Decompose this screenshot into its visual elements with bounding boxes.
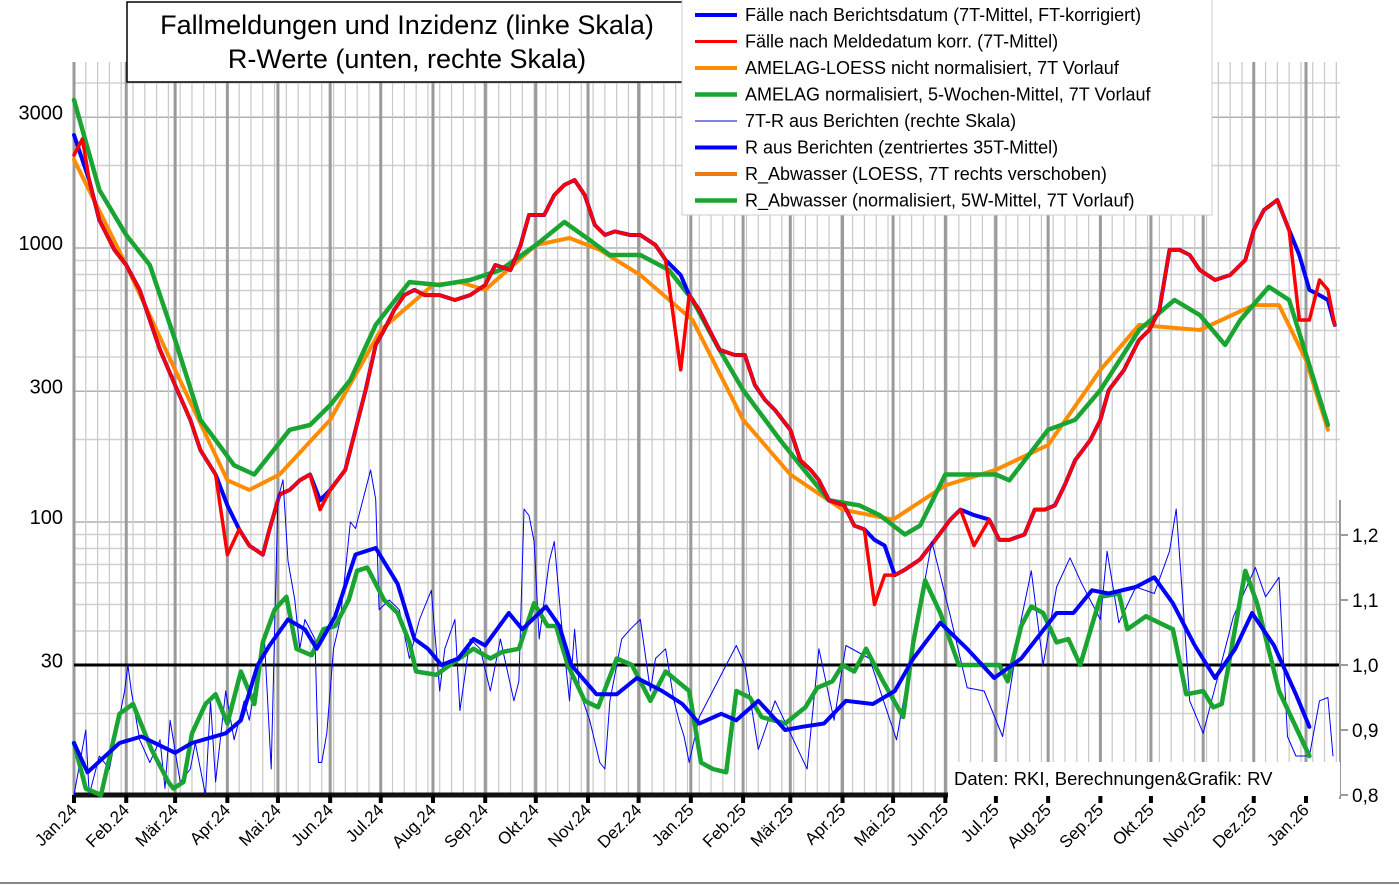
title-box [126,1,689,83]
chart-title-line-1: Fallmeldungen und Inzidenz (linke Skala) [160,10,654,40]
legend-label: Fälle nach Berichtsdatum (7T-Mittel, FT-… [745,5,1141,25]
y-right-tick-label: 0,9 [1352,721,1378,742]
series-layer [71,97,1337,798]
legend-box [681,0,1213,216]
y-right-tick-label: 1,2 [1352,526,1378,547]
source-box [948,762,1340,796]
legend-label: R_Abwasser (normalisiert, 5W-Mittel, 7T … [745,191,1134,212]
series-line-5 [72,546,1312,775]
y-right-tick-label: 0,8 [1352,786,1378,807]
legend-label: R_Abwasser (LOESS, 7T rechts verschoben) [745,164,1107,185]
series-line-1 [72,137,1337,607]
series-line-7 [71,565,1312,798]
y-left-tick-label: 30 [41,650,63,672]
source-annotation: Daten: RKI, Berechnungen&Grafik: RV [954,768,1273,789]
legend-label: AMELAG normalisiert, 5-Wochen-Mittel, 7T… [745,85,1151,105]
legend-label: 7T-R aus Berichten (rechte Skala) [745,111,1016,131]
y-right-tick-label: 1,0 [1352,656,1378,677]
legend-label: R aus Berichten (zentriertes 35T-Mittel) [745,138,1058,158]
series-line-3 [71,97,1331,537]
legend-label: AMELAG-LOESS nicht normalisiert, 7T Vorl… [745,58,1120,78]
y-left-tick-label: 3000 [19,102,64,124]
y-left-tick-label: 300 [30,376,63,398]
series-line-4 [73,469,1334,796]
y-right-tick-label: 1,1 [1352,591,1378,612]
y-left-tick-label: 1000 [19,233,64,255]
overlay: Fallmeldungen und Inzidenz (linke Skala)… [126,0,1340,796]
y-left-tick-label: 100 [30,507,63,529]
chart-title-line-2: R-Werte (unten, rechte Skala) [228,44,586,74]
legend-label: Fälle nach Meldedatum korr. (7T-Mittel) [745,32,1058,52]
